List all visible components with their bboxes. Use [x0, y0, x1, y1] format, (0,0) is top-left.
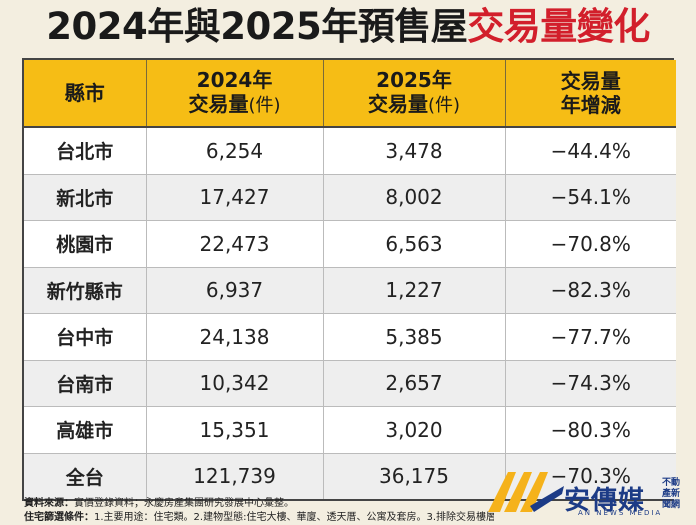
- footer-notes: 資料來源：實價登錄資料；永慶房產集團研究發展中心彙整。 住宅篩選條件：1.主要用…: [24, 497, 494, 525]
- cell-change: −82.3%: [504, 266, 676, 314]
- logo-subtitle: AN NEWS MEDIA: [578, 509, 663, 517]
- cell-change: −70.3%: [504, 452, 676, 499]
- header-2024-year: 2024年: [196, 68, 273, 92]
- cell-county: 新北市: [24, 173, 146, 221]
- footer-criteria: 住宅篩選條件：1.主要用途：住宅類。2.建物型態:住宅大樓、華廈、透天厝、公寓及…: [24, 512, 494, 523]
- logo-side-text: 不動產新聞網: [662, 478, 681, 510]
- logo-name: 安傳媒: [564, 486, 646, 516]
- table-row: 高雄市 15,351 3,020 −80.3%: [24, 406, 676, 453]
- transaction-table: 縣市 2024年 交易量(件) 2025年 交易量(件) 交易量 年增減 台北市…: [24, 60, 676, 499]
- cell-2025: 6,563: [322, 220, 505, 267]
- cell-2024: 10,342: [145, 359, 323, 407]
- cell-county: 台北市: [24, 126, 146, 174]
- cell-2024: 121,739: [145, 452, 323, 499]
- header-2024-unit: (件): [248, 95, 281, 116]
- cell-2025: 3,478: [322, 126, 505, 174]
- cell-county: 高雄市: [24, 406, 146, 453]
- table-row: 新竹縣市 6,937 1,227 −82.3%: [24, 266, 676, 314]
- cell-county: 新竹縣市: [24, 266, 146, 314]
- cell-change: −74.3%: [504, 359, 676, 407]
- page-title: 2024年與2025年預售屋交易量變化: [0, 2, 696, 52]
- table-row: 台南市 10,342 2,657 −74.3%: [24, 359, 676, 407]
- cell-change: −80.3%: [504, 406, 676, 453]
- cell-change: −44.4%: [504, 126, 676, 174]
- header-2024-label: 交易量: [188, 92, 249, 116]
- cell-2024: 15,351: [145, 406, 323, 453]
- cell-2025: 36,175: [322, 452, 505, 499]
- cell-2024: 22,473: [145, 220, 323, 267]
- cell-2025: 8,002: [322, 173, 505, 221]
- table-header-row: 縣市 2024年 交易量(件) 2025年 交易量(件) 交易量 年增減: [24, 60, 676, 128]
- cell-2025: 3,020: [322, 406, 505, 453]
- cell-county: 全台: [24, 452, 146, 499]
- data-table-container: 縣市 2024年 交易量(件) 2025年 交易量(件) 交易量 年增減 台北市…: [22, 58, 676, 501]
- logo-mark-icon: [488, 472, 564, 512]
- cell-2024: 17,427: [145, 173, 323, 221]
- table-row: 台中市 24,138 5,385 −77.7%: [24, 313, 676, 360]
- cell-county: 台中市: [24, 313, 146, 360]
- cell-2024: 6,254: [145, 126, 323, 174]
- cell-2025: 1,227: [322, 266, 505, 314]
- header-change-line1: 交易量: [560, 69, 621, 93]
- header-2025-label: 交易量: [367, 92, 428, 116]
- cell-change: −77.7%: [504, 313, 676, 360]
- header-county: 縣市: [24, 60, 146, 128]
- table-row: 台北市 6,254 3,478 −44.4%: [24, 126, 676, 174]
- footer-source: 資料來源：實價登錄資料；永慶房產集團研究發展中心彙整。: [24, 498, 294, 509]
- title-highlight: 交易量變化: [467, 5, 650, 48]
- header-2025-unit: (件): [427, 95, 461, 116]
- header-change-line2: 年增減: [560, 93, 621, 117]
- cell-county: 桃園市: [24, 220, 146, 267]
- header-change: 交易量 年增減: [504, 60, 676, 128]
- table-row: 新北市 17,427 8,002 −54.1%: [24, 173, 676, 221]
- brand-logo: 安傳媒 不動產新聞網 AN NEWS MEDIA: [486, 466, 686, 518]
- cell-2025: 5,385: [322, 313, 505, 360]
- cell-change: −70.8%: [504, 220, 676, 267]
- cell-county: 台南市: [24, 359, 146, 407]
- cell-change: −54.1%: [504, 173, 676, 221]
- cell-2025: 2,657: [322, 359, 505, 407]
- table-row-total: 全台 121,739 36,175 −70.3%: [24, 452, 676, 499]
- title-main: 2024年與2025年預售屋: [46, 5, 468, 48]
- header-2024: 2024年 交易量(件): [145, 60, 323, 128]
- cell-2024: 24,138: [145, 313, 323, 360]
- table-row: 桃園市 22,473 6,563 −70.8%: [24, 220, 676, 267]
- cell-2024: 6,937: [145, 266, 323, 314]
- header-2025: 2025年 交易量(件): [322, 60, 505, 128]
- header-2025-year: 2025年: [376, 68, 452, 92]
